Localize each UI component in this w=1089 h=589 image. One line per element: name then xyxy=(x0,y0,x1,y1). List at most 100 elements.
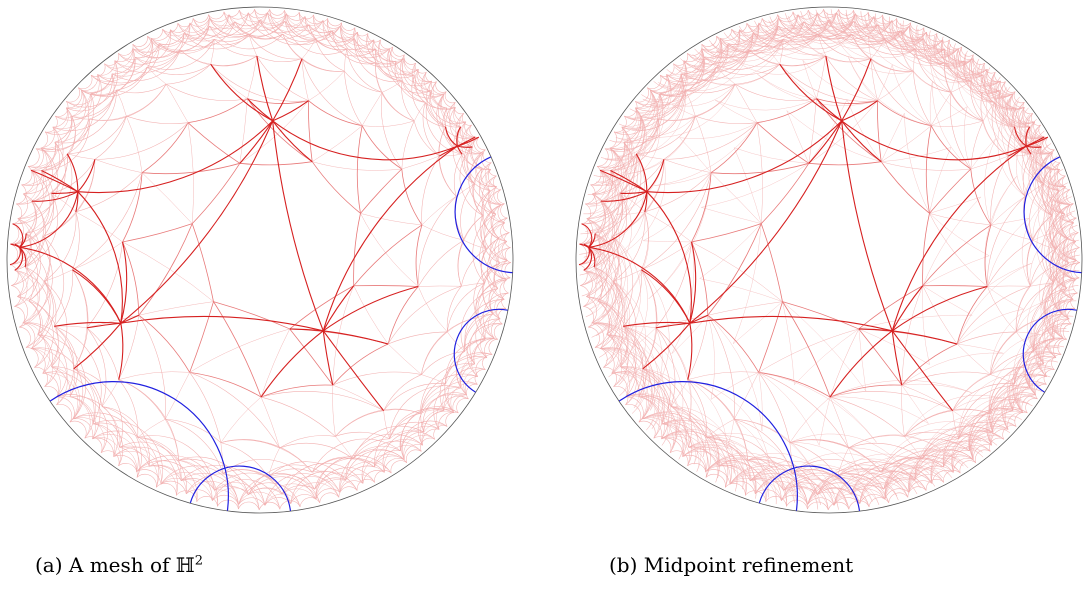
mesh-edge xyxy=(590,126,633,186)
mesh-edge xyxy=(479,162,502,205)
mesh-edge xyxy=(414,102,426,122)
mesh-edge xyxy=(1051,149,1061,163)
mesh-edge xyxy=(1009,93,1030,128)
mesh-edge xyxy=(322,285,419,332)
mesh-edge xyxy=(829,396,905,437)
mesh-edge xyxy=(935,33,974,65)
mesh-edge xyxy=(707,223,762,316)
mesh-edge xyxy=(375,48,396,62)
mesh-edge xyxy=(817,12,879,40)
mesh-edge xyxy=(354,38,402,82)
mesh-edge xyxy=(638,396,687,457)
mesh-edge xyxy=(808,98,817,164)
caption-a-exponent: 2 xyxy=(194,553,203,569)
mesh-edge xyxy=(497,204,505,224)
mesh-edge xyxy=(120,120,274,324)
mesh-edge xyxy=(56,404,73,423)
mesh-edge xyxy=(335,410,384,437)
mesh-edge xyxy=(332,343,389,386)
mesh-edge xyxy=(28,300,59,374)
mesh-edge xyxy=(43,281,57,327)
mesh-edge xyxy=(459,146,484,216)
mesh-edge xyxy=(1050,175,1074,224)
mesh-edge xyxy=(116,83,167,94)
mesh-edge xyxy=(353,285,389,345)
mesh-edge xyxy=(267,12,310,33)
mesh-edge xyxy=(636,115,696,155)
mesh-edge xyxy=(1032,136,1060,191)
mesh-edge xyxy=(54,269,74,327)
mesh-edge xyxy=(716,17,779,53)
mesh-edge xyxy=(870,39,885,59)
mesh-edge xyxy=(877,100,882,162)
mesh-edge xyxy=(54,325,87,329)
mesh-edge xyxy=(498,308,507,325)
mesh-edge xyxy=(136,469,162,485)
mesh-edge xyxy=(456,338,498,396)
mesh-edge xyxy=(913,70,952,93)
mesh-edge xyxy=(474,190,491,249)
mesh-edge xyxy=(783,489,808,505)
mesh-edge xyxy=(864,15,924,50)
mesh-edge xyxy=(980,75,1015,128)
mesh-edge xyxy=(10,169,51,245)
mesh-edge xyxy=(14,200,38,245)
mesh-edge xyxy=(66,60,119,108)
mesh-edge xyxy=(883,477,915,490)
mesh-edge xyxy=(731,23,748,33)
mesh-edge xyxy=(731,17,779,43)
mesh-edge xyxy=(66,73,113,112)
mesh-edge xyxy=(487,241,507,289)
mesh-edge xyxy=(658,84,736,121)
mesh-edge xyxy=(613,115,627,133)
mesh-edge xyxy=(756,122,763,224)
mesh-edge xyxy=(943,439,992,468)
mesh-edge xyxy=(1033,315,1074,377)
mesh-edge xyxy=(884,455,961,500)
mesh-edge xyxy=(907,486,927,498)
mesh-edge xyxy=(170,26,210,40)
mesh-edge xyxy=(970,80,995,103)
mesh-edge xyxy=(228,14,286,37)
mesh-edge xyxy=(1062,262,1069,289)
mesh-edge xyxy=(258,501,281,511)
mesh-edge xyxy=(212,479,281,510)
mesh-edge xyxy=(583,233,600,271)
mesh-edge xyxy=(177,18,194,27)
mesh-edge xyxy=(578,264,588,286)
mesh-edge xyxy=(214,489,239,505)
mesh-edge xyxy=(1037,330,1070,377)
mesh-edge xyxy=(669,450,689,467)
mesh-edge xyxy=(503,277,511,294)
mesh-edge xyxy=(661,435,700,472)
mesh-edge xyxy=(1015,360,1058,413)
mesh-edge xyxy=(256,55,303,63)
mesh-edge xyxy=(418,240,465,287)
mesh-edge xyxy=(44,269,73,282)
mesh-edge xyxy=(926,32,945,50)
mesh-edge xyxy=(67,153,95,160)
mesh-edge xyxy=(390,460,407,474)
mesh-edge xyxy=(982,75,995,103)
mesh-edge xyxy=(583,270,608,328)
mesh-edge xyxy=(586,296,623,368)
mesh-edge xyxy=(638,396,663,424)
mesh-edge xyxy=(710,122,758,174)
mesh-edge xyxy=(594,347,608,368)
mesh-edge xyxy=(345,433,423,481)
mesh-edge xyxy=(101,406,121,448)
mesh-edge xyxy=(823,9,875,33)
mesh-edge xyxy=(921,438,959,460)
mesh-edge xyxy=(493,175,501,190)
mesh-edge xyxy=(214,472,292,504)
mesh-edge xyxy=(701,22,760,58)
mesh-edge xyxy=(655,327,689,380)
mesh-edge xyxy=(610,119,659,171)
mesh-edge xyxy=(785,13,856,41)
mesh-edge xyxy=(816,98,878,104)
mesh-edge xyxy=(1057,169,1066,187)
mesh-edge xyxy=(470,149,502,205)
mesh-edge xyxy=(417,394,469,446)
mesh-edge xyxy=(1029,183,1044,241)
mesh-edge xyxy=(447,282,485,332)
